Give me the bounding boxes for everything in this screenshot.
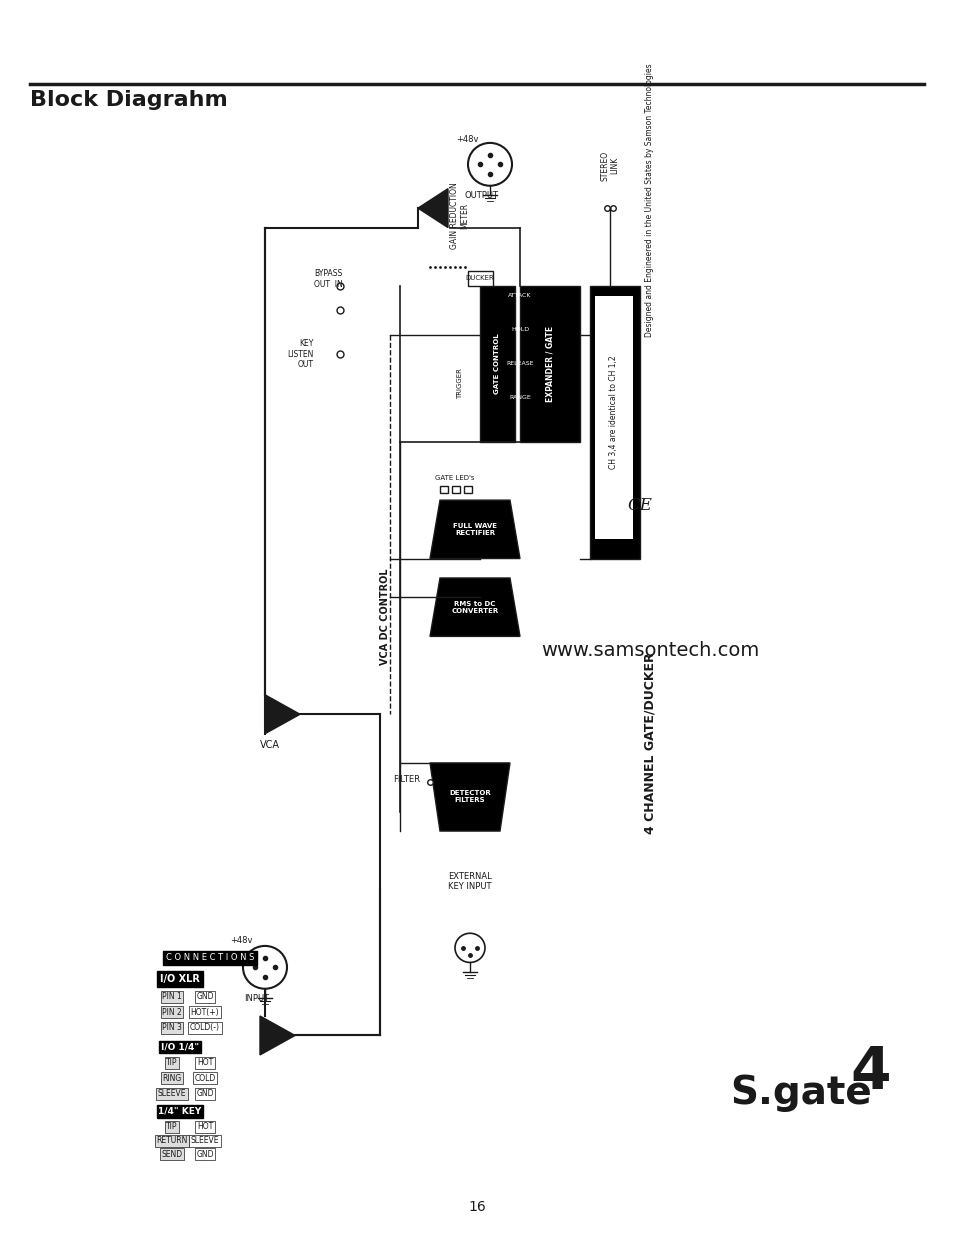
Text: +48v: +48v	[456, 135, 478, 144]
Text: PIN 1: PIN 1	[162, 992, 182, 1002]
Text: RETURN: RETURN	[156, 1136, 188, 1145]
Text: RING: RING	[162, 1073, 181, 1083]
Text: +48v: +48v	[230, 936, 253, 945]
Text: Designed and Engineered in the United States by Samson Technologies: Designed and Engineered in the United St…	[645, 63, 654, 337]
Polygon shape	[430, 578, 519, 636]
FancyBboxPatch shape	[463, 485, 472, 493]
Text: C O N N E C T I O N S: C O N N E C T I O N S	[166, 953, 253, 962]
Text: OUTPUT: OUTPUT	[464, 191, 498, 200]
Text: RANGE: RANGE	[509, 395, 530, 400]
Text: Block Diagrahm: Block Diagrahm	[30, 90, 228, 110]
Polygon shape	[417, 189, 448, 227]
Text: RMS to DC
CONVERTER: RMS to DC CONVERTER	[451, 600, 498, 614]
Text: COLD: COLD	[194, 1073, 215, 1083]
Text: KEY
LISTEN
OUT: KEY LISTEN OUT	[287, 340, 314, 369]
Text: GATE LED's: GATE LED's	[435, 474, 475, 480]
Polygon shape	[430, 763, 510, 831]
Text: STEREO LINK: STEREO LINK	[610, 391, 618, 453]
Polygon shape	[430, 500, 519, 558]
Text: www.samsontech.com: www.samsontech.com	[540, 641, 759, 659]
Text: HOLD: HOLD	[511, 327, 529, 332]
Text: BYPASS
OUT  IN: BYPASS OUT IN	[314, 269, 342, 289]
Text: HOT: HOT	[196, 1058, 213, 1067]
Text: SEND: SEND	[161, 1150, 182, 1158]
Text: TIP: TIP	[166, 1058, 177, 1067]
Text: VCA DC CONTROL: VCA DC CONTROL	[379, 568, 390, 666]
Text: PIN 2: PIN 2	[162, 1008, 182, 1016]
FancyBboxPatch shape	[479, 287, 515, 442]
Text: EXTERNAL
KEY INPUT: EXTERNAL KEY INPUT	[448, 872, 492, 892]
Text: 4 CHANNEL GATE/DUCKER: 4 CHANNEL GATE/DUCKER	[643, 652, 656, 834]
Text: HOT: HOT	[196, 1123, 213, 1131]
Text: I/O XLR: I/O XLR	[160, 974, 200, 984]
Text: FILTER: FILTER	[393, 776, 419, 784]
Text: STEREO
LINK: STEREO LINK	[599, 151, 619, 180]
Text: S.gate: S.gate	[729, 1073, 871, 1112]
Text: SLEEVE: SLEEVE	[157, 1089, 186, 1098]
FancyBboxPatch shape	[468, 272, 493, 287]
Text: I/O 1/4": I/O 1/4"	[161, 1042, 199, 1052]
Text: GND: GND	[196, 1089, 213, 1098]
Text: ATTACK: ATTACK	[508, 293, 531, 298]
Text: 16: 16	[468, 1199, 485, 1214]
Text: SLEEVE: SLEEVE	[191, 1136, 219, 1145]
Text: HOT(+): HOT(+)	[191, 1008, 219, 1016]
Text: VCA: VCA	[260, 740, 280, 751]
Text: DETECTOR
FILTERS: DETECTOR FILTERS	[449, 790, 491, 804]
FancyBboxPatch shape	[595, 295, 633, 538]
Polygon shape	[260, 1016, 294, 1055]
Polygon shape	[265, 695, 299, 734]
FancyBboxPatch shape	[589, 287, 639, 558]
Text: GATE CONTROL: GATE CONTROL	[494, 333, 500, 394]
Text: GND: GND	[196, 992, 213, 1002]
Text: EXPANDER / GATE: EXPANDER / GATE	[545, 326, 554, 401]
Text: 1/4" KEY: 1/4" KEY	[158, 1107, 201, 1116]
Text: DUCKER: DUCKER	[465, 275, 494, 282]
Text: CH 3,4 are identical to CH 1,2: CH 3,4 are identical to CH 1,2	[609, 356, 618, 469]
Text: RELEASE: RELEASE	[506, 362, 533, 367]
Text: INPUT: INPUT	[244, 994, 270, 1003]
Text: COLD(-): COLD(-)	[190, 1023, 220, 1032]
FancyBboxPatch shape	[452, 485, 459, 493]
Text: TRIGGER: TRIGGER	[456, 368, 462, 399]
Text: 4: 4	[849, 1044, 890, 1100]
Text: GAIN REDUCTION
METER: GAIN REDUCTION METER	[450, 183, 469, 249]
Text: PIN 3: PIN 3	[162, 1023, 182, 1032]
Text: CE: CE	[627, 496, 652, 514]
FancyBboxPatch shape	[439, 485, 448, 493]
Text: GND: GND	[196, 1150, 213, 1158]
Text: TIP: TIP	[166, 1123, 177, 1131]
FancyBboxPatch shape	[519, 287, 579, 442]
Text: FULL WAVE
RECTIFIER: FULL WAVE RECTIFIER	[453, 522, 497, 536]
